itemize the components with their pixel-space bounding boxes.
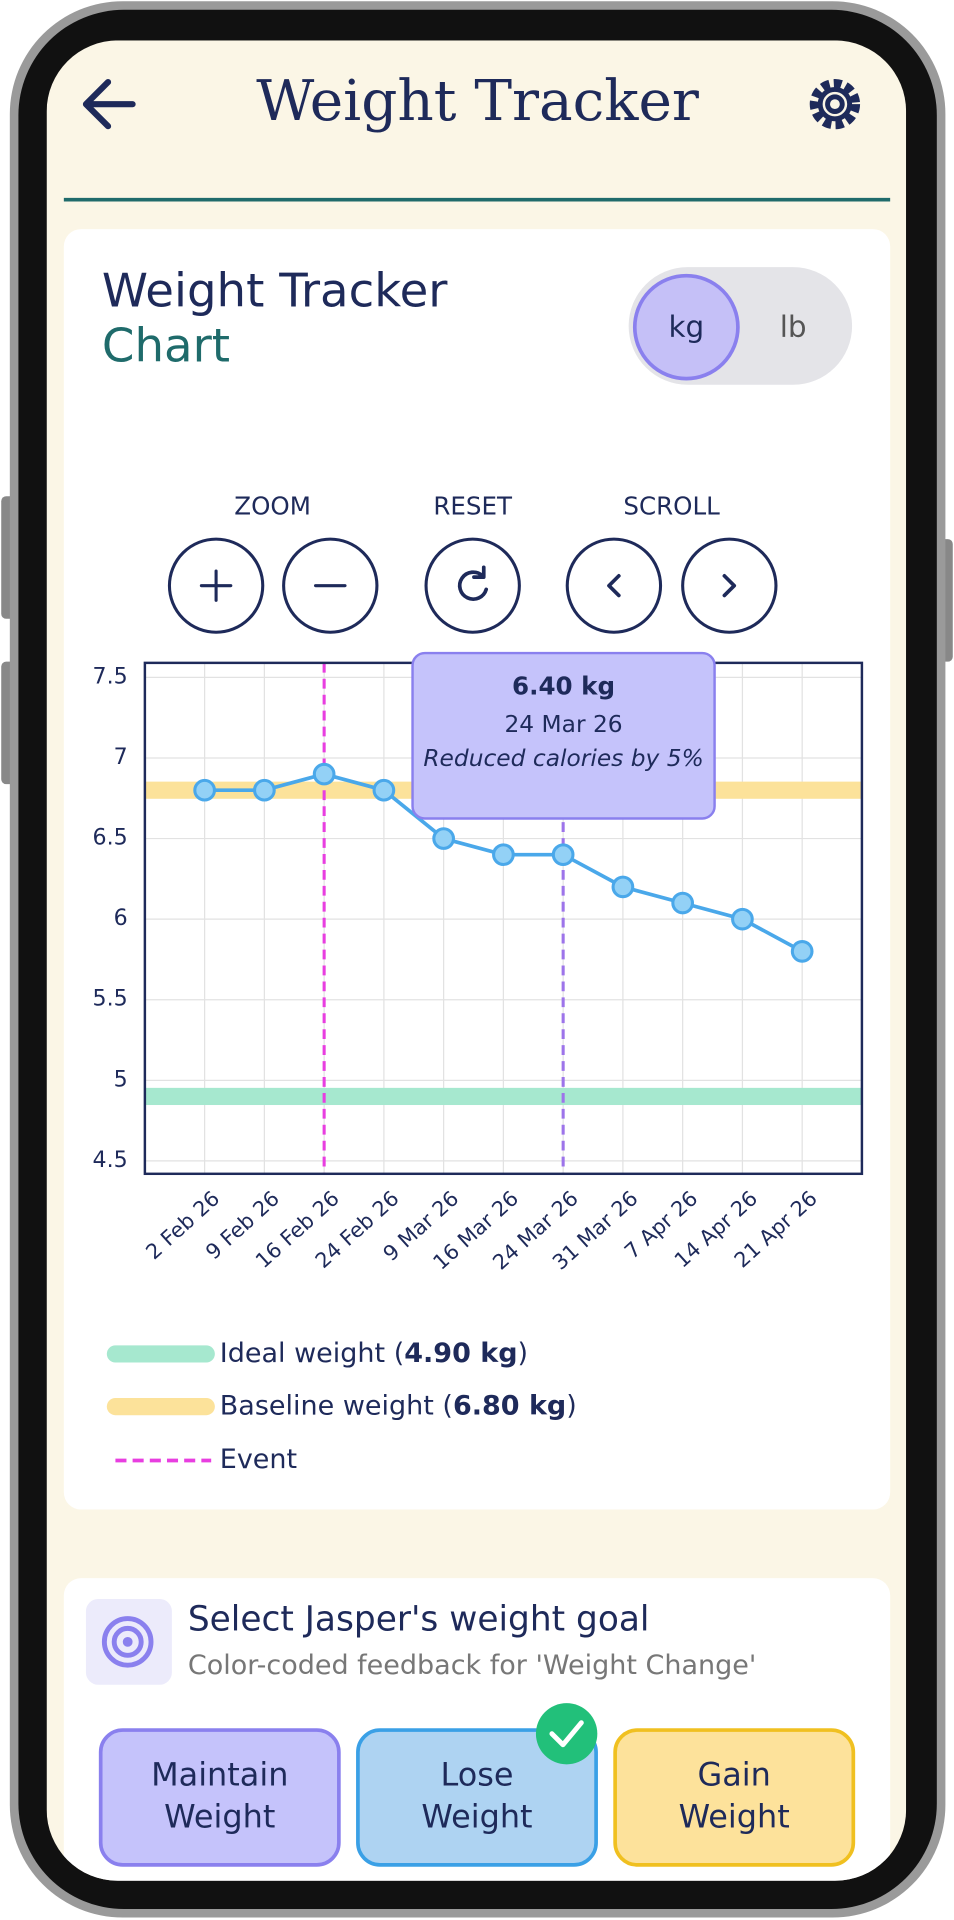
- legend-label: Event: [220, 1444, 297, 1475]
- goal-label: Weight: [679, 1797, 790, 1835]
- selected-check: [535, 1703, 598, 1765]
- settings-button[interactable]: [809, 79, 861, 130]
- y-tick-label: 7.5: [93, 664, 128, 689]
- goal-label: Lose: [441, 1756, 514, 1794]
- scroll-right-button[interactable]: [681, 537, 778, 634]
- control-label: SCROLL: [623, 491, 720, 520]
- point: [253, 778, 276, 802]
- point: [193, 778, 216, 802]
- legend-part: Baseline weight (: [220, 1390, 453, 1421]
- y-tick-label: 4.5: [93, 1148, 128, 1173]
- point: [492, 843, 515, 867]
- legend-label: Ideal weight (4.90 kg): [220, 1337, 528, 1368]
- y-tick-label: 6.5: [93, 826, 128, 851]
- legend-part: ): [518, 1337, 529, 1368]
- tooltip-value: 6.40 kg: [512, 671, 615, 700]
- reset-button[interactable]: [424, 537, 521, 634]
- legend-label: Baseline weight (6.80 kg): [220, 1390, 577, 1421]
- control-label: RESET: [433, 491, 513, 520]
- y-tick-label: 5.5: [93, 987, 128, 1012]
- zoom-out-button[interactable]: [282, 537, 379, 634]
- point: [551, 843, 575, 867]
- y-tick-label: 5: [114, 1067, 128, 1092]
- legend-part: Ideal weight (: [220, 1337, 404, 1368]
- tooltip-note: Reduced calories by 5%: [423, 744, 704, 772]
- point: [671, 891, 695, 915]
- scroll-left-button[interactable]: [565, 537, 663, 634]
- zoom-in-button[interactable]: [167, 537, 265, 634]
- unit-option[interactable]: kg: [668, 310, 704, 344]
- chart-card: [63, 229, 891, 1510]
- y-tick-label: 7: [114, 745, 128, 770]
- point: [432, 827, 456, 850]
- point: [611, 875, 635, 899]
- tooltip-note-box: Reduced calories by 5%: [423, 744, 704, 772]
- goal-label: Weight: [164, 1797, 275, 1835]
- point: [731, 907, 754, 931]
- control-label: ZOOM: [234, 491, 311, 520]
- tooltip: [411, 651, 716, 820]
- goal-button[interactable]: [98, 1728, 341, 1867]
- back-button[interactable]: [82, 79, 136, 130]
- tooltip-date: 24 Mar 26: [504, 711, 622, 738]
- reference-band: [144, 1087, 862, 1106]
- point: [312, 762, 336, 786]
- goal-title: Select Jasper's weight goal: [188, 1600, 650, 1640]
- legend-part: ): [566, 1390, 577, 1421]
- y-tick-label: 6: [114, 906, 128, 931]
- goal-subtitle: Color-coded feedback for 'Weight Change': [188, 1650, 756, 1681]
- card-title: Weight Tracker: [102, 264, 448, 318]
- unit-option[interactable]: lb: [780, 310, 807, 344]
- card-subtitle: Chart: [102, 319, 230, 373]
- goal-icon: [85, 1598, 172, 1685]
- point: [790, 940, 814, 963]
- goal-button[interactable]: [613, 1728, 856, 1867]
- legend-part: 4.90 kg: [404, 1337, 517, 1368]
- goal-label: Weight: [421, 1797, 532, 1835]
- header-title: Weight Tracker: [256, 69, 699, 134]
- point: [372, 778, 396, 802]
- goal-label: Gain: [698, 1756, 771, 1794]
- goal-label: Maintain: [151, 1756, 288, 1794]
- goal-button[interactable]: [356, 1728, 598, 1867]
- check-mark: [549, 1720, 584, 1748]
- legend-part: 6.80 kg: [453, 1390, 566, 1421]
- unit-selected: [632, 273, 740, 381]
